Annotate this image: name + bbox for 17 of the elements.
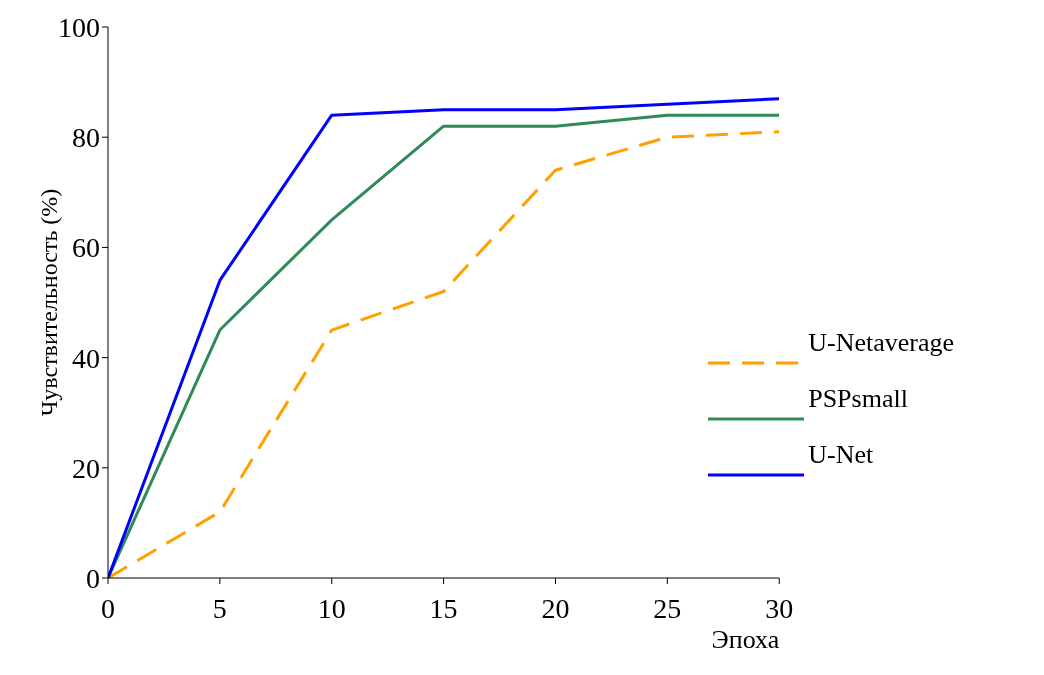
x-tick-label: 20	[541, 592, 570, 624]
y-tick-label: 20	[72, 452, 100, 484]
y-axis-title: Чувствительность (%)	[35, 188, 62, 417]
y-tick-label: 80	[72, 122, 100, 154]
y-tick-label: 100	[58, 11, 100, 43]
text: U-Net	[808, 440, 874, 469]
y-tick-label: 0	[86, 562, 100, 594]
text: U-Netaverage	[808, 328, 954, 357]
y-tick-label: 40	[72, 342, 100, 374]
x-tick-label: 30	[765, 592, 794, 624]
x-tick-label: 15	[429, 592, 458, 624]
y-tick-label: 60	[72, 232, 100, 264]
x-tick-label: 25	[653, 592, 682, 624]
x-tick-label: 10	[317, 592, 346, 624]
x-tick-label: 5	[212, 592, 227, 624]
text: PSPsmall	[808, 384, 908, 413]
x-axis-title: Эпоха	[711, 625, 780, 654]
